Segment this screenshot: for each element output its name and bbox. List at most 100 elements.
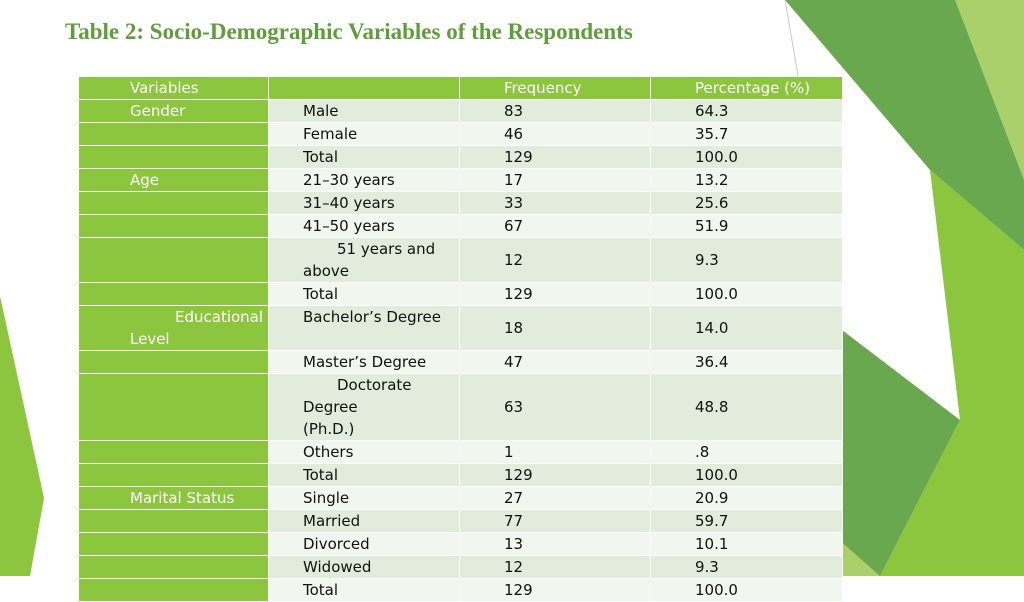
variable-cell [78,555,269,579]
table-row: Age 21–30 years 17 13.2 [78,168,843,192]
variable-cell [78,237,269,283]
variable-cell [78,532,269,556]
table-row: Others 1 .8 [78,440,843,464]
variable-cell: Age [78,168,269,192]
green-facet-right-large [880,170,1024,576]
table-row: Educational Level Bachelor’s Degree 18 1… [78,305,843,351]
category-cell: Widowed [268,555,460,579]
percentage-cell: 100.0 [650,578,843,602]
category-cell: Bachelor’s Degree [268,305,460,351]
percentage-cell: 100.0 [650,282,843,306]
category-cell: Others [268,440,460,464]
table-row: Master’s Degree 47 36.4 [78,350,843,374]
frequency-cell: 67 [459,214,651,238]
percentage-cell: 100.0 [650,145,843,169]
category-cell: Total [268,145,460,169]
table-row: Widowed 12 9.3 [78,555,843,579]
variable-cell [78,440,269,464]
table-row: Total 129 100.0 [78,145,843,169]
category-line-2: above [303,262,349,280]
percentage-cell: 36.4 [650,350,843,374]
percentage-cell: 48.8 [650,373,843,441]
percentage-cell: 59.7 [650,509,843,533]
frequency-cell: 1 [459,440,651,464]
frequency-cell: 129 [459,282,651,306]
percentage-cell: 64.3 [650,99,843,123]
green-facet-left [0,296,44,576]
frequency-cell: 33 [459,191,651,215]
table-header-row: Variables Frequency Percentage (%) [78,76,843,100]
table-row: Marital Status Single 27 20.9 [78,486,843,510]
header-category [268,76,460,100]
category-cell: 41–50 years [268,214,460,238]
frequency-cell: 83 [459,99,651,123]
table-row: 31–40 years 33 25.6 [78,191,843,215]
category-cell: Total [268,463,460,487]
frequency-cell: 77 [459,509,651,533]
table-row: Total 129 100.0 [78,282,843,306]
frequency-cell: 63 [459,373,651,441]
percentage-cell: .8 [650,440,843,464]
category-cell: Total [268,282,460,306]
category-cell: 31–40 years [268,191,460,215]
percentage-cell: 25.6 [650,191,843,215]
variable-line-2: Level [130,330,170,348]
frequency-cell: 129 [459,145,651,169]
variable-cell: Marital Status [78,486,269,510]
variable-cell: Gender [78,99,269,123]
variable-line-1: Educational [175,308,264,326]
category-cell: 51 years and above [268,237,460,283]
frequency-cell: 12 [459,555,651,579]
variable-cell [78,350,269,374]
percentage-cell: 14.0 [650,305,843,351]
frequency-cell: 46 [459,122,651,146]
frequency-cell: 47 [459,350,651,374]
table-row: Total 129 100.0 [78,578,843,602]
frequency-cell: 129 [459,463,651,487]
header-variables: Variables [78,76,269,100]
category-cell: 21–30 years [268,168,460,192]
variable-cell [78,282,269,306]
category-cell: Divorced [268,532,460,556]
frequency-cell: 12 [459,237,651,283]
green-facet-top-right [785,0,1024,250]
table-row: Female 46 35.7 [78,122,843,146]
category-cell: Married [268,509,460,533]
frequency-cell: 129 [459,578,651,602]
header-frequency: Frequency [459,76,651,100]
percentage-cell: 13.2 [650,168,843,192]
percentage-cell: 9.3 [650,555,843,579]
table-row: Married 77 59.7 [78,509,843,533]
socio-demographic-table: Variables Frequency Percentage (%) Gende… [78,76,843,602]
category-cell: Doctorate Degree (Ph.D.) [268,373,460,441]
variable-cell [78,214,269,238]
variable-cell [78,463,269,487]
percentage-cell: 100.0 [650,463,843,487]
variable-cell [78,191,269,215]
frequency-cell: 27 [459,486,651,510]
percentage-cell: 51.9 [650,214,843,238]
variable-cell [78,578,269,602]
variable-cell [78,509,269,533]
category-line-1: Doctorate Degree [303,376,412,416]
percentage-cell: 20.9 [650,486,843,510]
table-row: Doctorate Degree (Ph.D.) 63 48.8 [78,373,843,441]
category-cell: Female [268,122,460,146]
table-row: Divorced 13 10.1 [78,532,843,556]
table-row: 41–50 years 67 51.9 [78,214,843,238]
page-title: Table 2: Socio-Demographic Variables of … [65,19,633,44]
percentage-cell: 35.7 [650,122,843,146]
frequency-cell: 17 [459,168,651,192]
category-line-1: 51 years and [337,240,436,258]
green-facet-light-edge [955,0,1024,180]
category-cell: Total [268,578,460,602]
variable-cell [78,145,269,169]
variable-cell: Educational Level [78,305,269,351]
category-line-2: (Ph.D.) [303,420,355,438]
category-cell: Male [268,99,460,123]
table-row: Gender Male 83 64.3 [78,99,843,123]
variable-cell [78,373,269,441]
header-percentage: Percentage (%) [650,76,843,100]
category-cell: Single [268,486,460,510]
table-row: 51 years and above 12 9.3 [78,237,843,283]
